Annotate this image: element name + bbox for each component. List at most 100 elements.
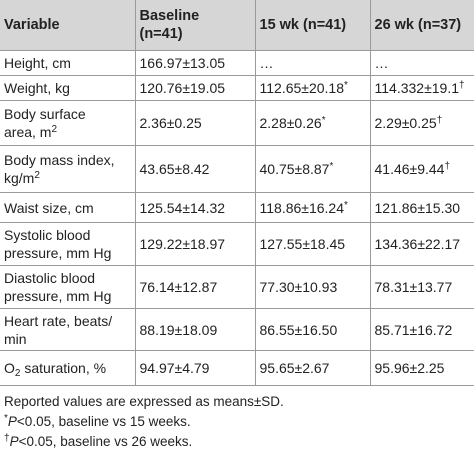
- header-cell: Variable: [0, 0, 136, 51]
- text-segment: 15 wk (n=41): [259, 17, 347, 33]
- text-segment: pressure, mm Hg: [4, 245, 112, 261]
- table-cell: 114.332±19.1†: [369, 75, 474, 101]
- table-row: Waist size, cm 125.54±14.32 118.86±16.24* 1…: [0, 192, 474, 223]
- text-segment: Body surface: [4, 106, 86, 122]
- text-segment: 43.65±8.42: [139, 161, 210, 177]
- text-segment: 2.28±0.26: [259, 115, 322, 131]
- text-segment: 114.332±19.1: [374, 80, 460, 96]
- header-cell: 26 wk (n=37): [369, 0, 474, 51]
- text-segment: *: [344, 80, 348, 91]
- text-segment: …: [374, 55, 389, 71]
- header-cell: Baseline (n=41): [134, 0, 256, 51]
- table-cell: 127.55±18.45: [254, 222, 371, 266]
- text-segment: …: [259, 55, 274, 71]
- text-segment: 26 wk (n=37): [374, 17, 462, 33]
- data-table: Variable Baseline (n=41) 15 wk (n=41) 26 wk …: [0, 0, 474, 386]
- header-cell: 15 wk (n=41): [254, 0, 371, 51]
- footnotes: Reported values are expressed as means±S…: [0, 386, 474, 452]
- text-segment: min: [4, 330, 27, 347]
- text-segment: 121.86±15.30: [374, 199, 461, 216]
- text-segment: kg/m: [4, 170, 35, 186]
- table-cell: Waist size, cm: [0, 192, 136, 223]
- text-segment: †: [436, 115, 443, 126]
- text-segment: 2.29±0.25: [374, 115, 437, 131]
- text-segment: 2: [51, 124, 58, 135]
- text-segment: †: [4, 433, 10, 444]
- table-cell: 41.46±9.44†: [369, 145, 474, 193]
- table-cell: Diastolic blood pressure, mm Hg: [0, 265, 136, 309]
- table-cell: 76.14±12.87: [134, 265, 256, 309]
- footnote: †P<0.05, baseline vs 26 weeks.: [4, 432, 474, 452]
- text-segment: 77.30±10.93: [259, 279, 338, 295]
- text-segment: 2.36±0.25: [139, 115, 202, 131]
- text-segment: 41.46±9.44: [374, 161, 445, 177]
- table-cell: 2.36±0.25: [134, 100, 256, 146]
- table-row: Height, cm 166.97±13.05 … …: [0, 50, 474, 76]
- table-cell: 2.28±0.26*: [254, 100, 371, 146]
- text-segment: 166.97±13.05: [139, 55, 226, 71]
- text-segment: 120.76±19.05: [139, 80, 226, 96]
- table-cell: 120.76±19.05: [134, 75, 256, 101]
- text-segment: *: [344, 199, 348, 211]
- text-segment: Diastolic blood: [4, 270, 96, 286]
- text-segment: 94.97±4.79: [139, 360, 210, 376]
- text-segment: Weight, kg: [4, 80, 70, 96]
- text-segment: Variable: [4, 17, 60, 33]
- text-segment: 125.54±14.32: [139, 199, 226, 216]
- text-segment: †: [459, 80, 465, 91]
- text-segment: 2: [14, 368, 21, 379]
- text-segment: 134.36±22.17: [374, 236, 461, 252]
- text-segment: 78.31±13.77: [374, 279, 453, 295]
- table-row: Heart rate, beats/min 88.19±18.09 86.55±16…: [0, 308, 474, 351]
- table-cell: Weight, kg: [0, 75, 136, 101]
- text-segment: Height, cm: [4, 55, 71, 71]
- table-cell: 77.30±10.93: [254, 265, 371, 309]
- text-segment: Baseline: [139, 8, 200, 24]
- text-segment: 2: [34, 170, 40, 181]
- table-row: O2 saturation, % 94.97±4.79 95.65±2.67 95.9…: [0, 350, 474, 386]
- text-segment: 95.96±2.25: [374, 360, 445, 376]
- table-cell: 95.65±2.67: [254, 350, 371, 386]
- text-segment: <0.05, baseline vs 15 weeks.: [16, 414, 191, 429]
- text-segment: †: [444, 161, 451, 172]
- table-cell: 86.55±16.50: [254, 308, 371, 351]
- table-cell: Body surface area, m2: [0, 100, 136, 146]
- table-cell: 118.86±16.24*: [254, 192, 371, 223]
- table-cell: Height, cm: [0, 50, 136, 76]
- text-segment: 118.86±16.24: [259, 199, 345, 216]
- table-row: Body mass index, kg/m2 43.65±8.42 40.75±8.8…: [0, 145, 474, 193]
- table-cell: …: [254, 50, 371, 76]
- text-segment: 86.55±16.50: [259, 321, 338, 338]
- table-cell: …: [369, 50, 474, 76]
- footnote: *P<0.05, baseline vs 15 weeks.: [4, 412, 474, 432]
- text-segment: 112.65±20.18: [259, 80, 345, 96]
- table-cell: 43.65±8.42: [134, 145, 256, 193]
- table-cell: Heart rate, beats/min: [0, 308, 136, 351]
- table-cell: Body mass index, kg/m2: [0, 145, 136, 193]
- text-segment: *: [321, 115, 326, 126]
- table-cell: 166.97±13.05: [134, 50, 256, 76]
- text-segment: saturation, %: [20, 360, 107, 376]
- table-cell: 2.29±0.25†: [369, 100, 474, 146]
- table-cell: 134.36±22.17: [369, 222, 474, 266]
- text-segment: P: [9, 434, 19, 449]
- table-cell: 88.19±18.09: [134, 308, 256, 351]
- table-cell: Systolic blood pressure, mm Hg: [0, 222, 136, 266]
- text-segment: 127.55±18.45: [259, 236, 346, 252]
- table-cell: 78.31±13.77: [369, 265, 474, 309]
- table-row: Body surface area, m2 2.36±0.25 2.28±0.26* 2…: [0, 100, 474, 146]
- table-cell: 121.86±15.30: [369, 192, 474, 223]
- text-segment: (n=41): [139, 26, 183, 42]
- table-row: Weight, kg 120.76±19.05 112.65±20.18* 114.3…: [0, 75, 474, 101]
- text-segment: *: [4, 413, 8, 424]
- text-segment: area, m: [4, 124, 52, 140]
- text-segment: Waist size, cm: [4, 199, 94, 216]
- text-segment: Systolic blood: [4, 227, 91, 243]
- table-row: Diastolic blood pressure, mm Hg 76.14±12.8…: [0, 265, 474, 309]
- text-segment: 95.65±2.67: [259, 360, 330, 376]
- table-cell: 95.96±2.25: [369, 350, 474, 386]
- text-segment: Reported values are expressed as means±S…: [4, 394, 284, 409]
- text-segment: 129.22±18.97: [139, 236, 226, 252]
- text-segment: <0.05, baseline vs 26 weeks.: [18, 434, 193, 449]
